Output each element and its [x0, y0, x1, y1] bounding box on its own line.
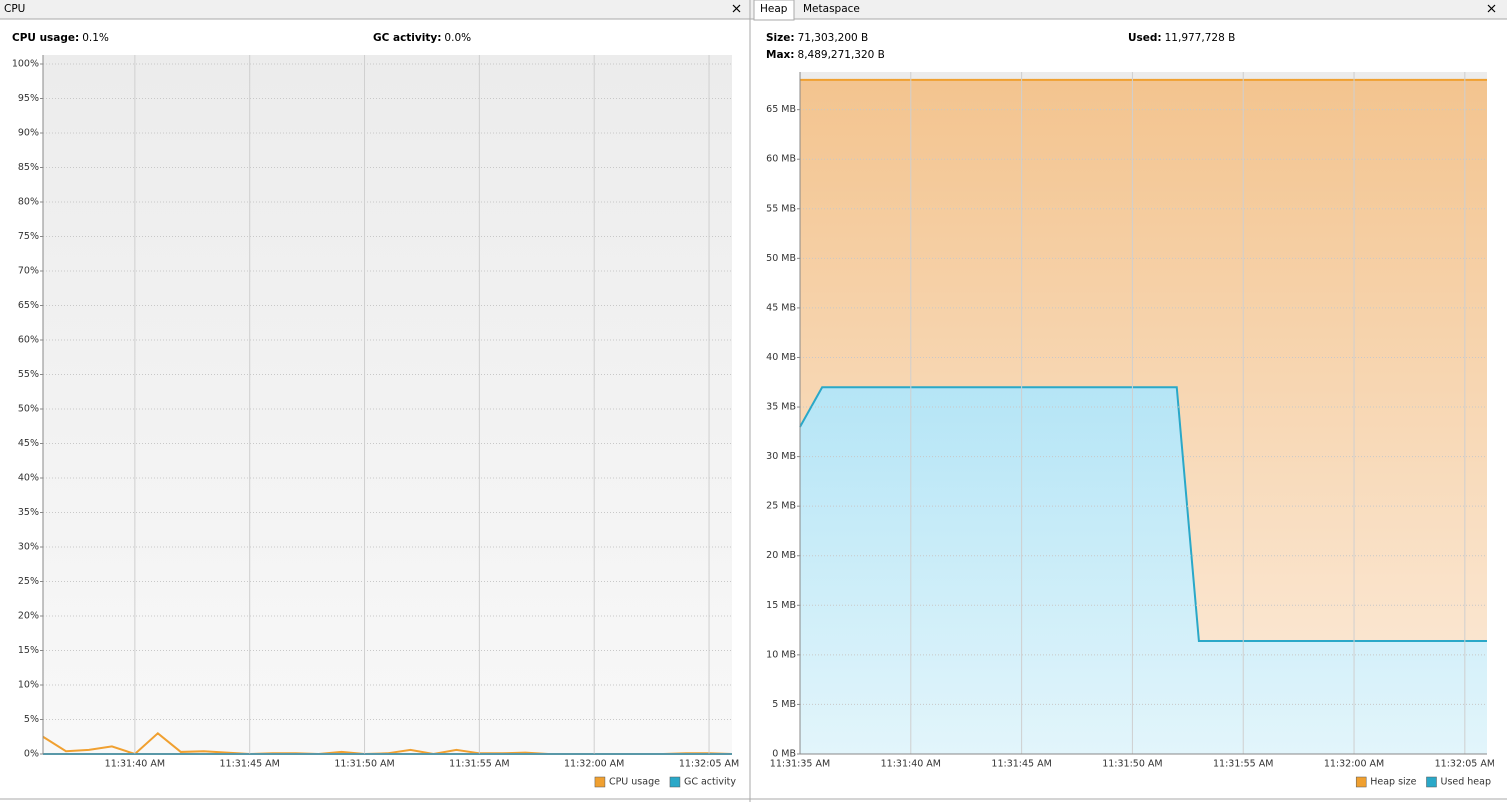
y-tick-label: 85% — [18, 162, 39, 173]
y-tick-label: 5 MB — [772, 699, 796, 710]
close-icon[interactable] — [1487, 4, 1496, 13]
y-tick-label: 25 MB — [766, 501, 796, 512]
y-tick-label: 65 MB — [766, 104, 796, 115]
x-tick-label: 11:32:00 AM — [1324, 759, 1384, 770]
y-tick-label: 30% — [18, 542, 39, 553]
y-tick-label: 20% — [18, 611, 39, 622]
y-tick-label: 0 MB — [772, 749, 796, 760]
stat-value: 71,303,200 B — [798, 32, 869, 44]
y-tick-label: 30 MB — [766, 451, 796, 462]
tab-label[interactable]: CPU — [4, 3, 25, 15]
y-tick-label: 70% — [18, 266, 39, 277]
chart: 11:31:40 AM 11:31:45 AM 11:31:50 AM 11:31:5… — [42, 55, 739, 770]
x-tick-label: 11:31:50 AM — [334, 759, 394, 770]
close-icon[interactable] — [732, 4, 741, 13]
x-tick-label: 11:31:40 AM — [105, 759, 165, 770]
plot-area — [43, 55, 732, 754]
x-tick-label: 11:31:45 AM — [991, 759, 1051, 770]
y-tick-label: 45% — [18, 438, 39, 449]
legend-label: CPU usage — [609, 777, 660, 788]
line — [799, 386, 1487, 642]
x-tick-label: 11:31:45 AM — [220, 759, 280, 770]
stat-label: Used: — [1128, 32, 1162, 44]
tab-active[interactable] — [753, 0, 795, 21]
y-tick-label: 95% — [18, 93, 39, 104]
tab-label[interactable]: Metaspace — [803, 3, 860, 15]
legend-label: GC activity — [684, 777, 736, 788]
y-tick-label: 10% — [18, 680, 39, 691]
legend-label: Used heap — [1440, 777, 1491, 788]
x-tick-label: 11:31:55 AM — [1213, 759, 1273, 770]
legend-swatch — [1426, 776, 1437, 788]
legend-label: Heap size — [1370, 777, 1416, 788]
y-tick-label: 60% — [18, 335, 39, 346]
y-tick-label: 15% — [18, 645, 39, 656]
y-tick-label: 20 MB — [766, 550, 796, 561]
legend-swatch — [594, 776, 606, 788]
stat-value: 0.0% — [444, 32, 471, 44]
y-tick-label: 5% — [24, 714, 39, 725]
y-tick-label: 55% — [18, 369, 39, 380]
tab-label: Heap — [760, 3, 788, 15]
stat-value: 0.1% — [82, 32, 109, 44]
y-tick-label: 25% — [18, 576, 39, 587]
legend-swatch — [1355, 776, 1367, 788]
stat-value: 8,489,271,320 B — [798, 49, 885, 61]
y-tick-label: 10 MB — [766, 649, 796, 660]
stat-label: GC activity: — [373, 32, 441, 44]
x-tick-label: 11:31:50 AM — [1102, 759, 1162, 770]
y-tick-label: 45 MB — [766, 302, 796, 313]
x-tick-label: 11:31:35 AM — [770, 759, 830, 770]
y-tick-label: 35% — [18, 507, 39, 518]
y-tick-label: 0% — [24, 749, 39, 760]
stat-label: Size: — [766, 32, 795, 44]
x-tick-label: 11:31:55 AM — [449, 759, 509, 770]
stat-label: Max: — [766, 49, 795, 61]
y-tick-label: 90% — [18, 128, 39, 139]
y-tick-label: 55 MB — [766, 203, 796, 214]
y-tick-label: 60 MB — [766, 154, 796, 165]
stat-value: 11,977,728 B — [1165, 32, 1236, 44]
x-tick-label: 11:31:40 AM — [881, 759, 941, 770]
y-tick-label: 35 MB — [766, 402, 796, 413]
y-tick-label: 100% — [12, 59, 39, 70]
legend-swatch — [669, 776, 681, 788]
x-tick-label: 11:32:05 AM — [679, 759, 739, 770]
chart: 11:31:35 AM 11:31:40 AM 11:31:45 AM 11:31:5… — [770, 72, 1495, 770]
y-tick-label: 40% — [18, 473, 39, 484]
y-tick-label: 75% — [18, 231, 39, 242]
y-tick-label: 15 MB — [766, 600, 796, 611]
y-tick-label: 65% — [18, 300, 39, 311]
x-tick-label: 11:32:05 AM — [1435, 759, 1495, 770]
stat-label: CPU usage: — [12, 32, 79, 44]
y-tick-label: 80% — [18, 197, 39, 208]
y-tick-label: 50% — [18, 404, 39, 415]
y-tick-label: 40 MB — [766, 352, 796, 363]
x-tick-label: 11:32:00 AM — [564, 759, 624, 770]
area — [800, 387, 1487, 754]
y-tick-label: 50 MB — [766, 253, 796, 264]
